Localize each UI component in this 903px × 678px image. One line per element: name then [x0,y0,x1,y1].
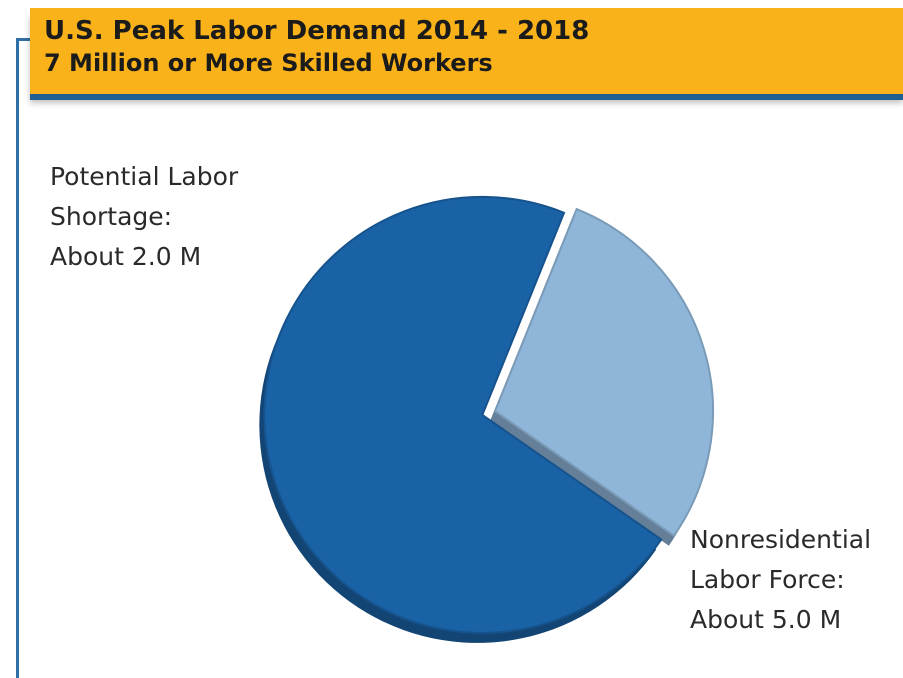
chart-header: U.S. Peak Labor Demand 2014 - 2018 7 Mil… [30,8,903,94]
frame-left-rule [16,38,19,678]
pie-slices [259,195,714,643]
frame-top-tick [16,38,30,41]
pie-labels: Potential Labor Shortage: About 2.0 M Nonre… [50,162,871,634]
pie-slice-1 [493,207,714,538]
slice-label-1: Potential Labor Shortage: About 2.0 M [50,162,239,271]
slice-label-2: Nonresidential Labor Force: About 5.0 M [690,525,871,634]
chart-subtitle: 7 Million or More Skilled Workers [44,49,493,77]
chart-title: U.S. Peak Labor Demand 2014 - 2018 [44,16,590,46]
pie-slice-2 [263,195,663,634]
